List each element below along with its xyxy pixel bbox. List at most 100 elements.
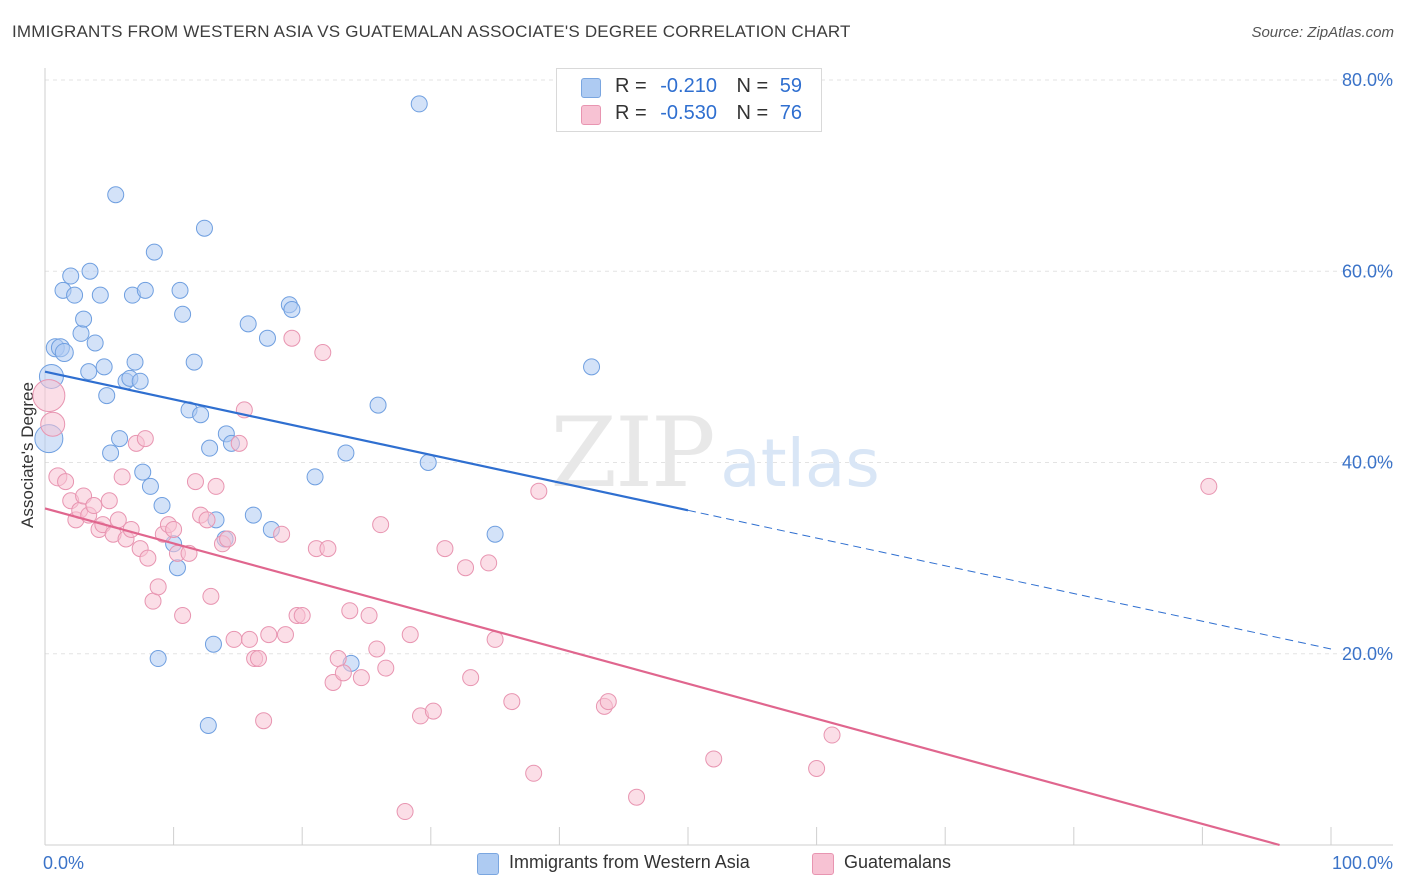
data-point [337, 444, 355, 462]
data-point [368, 640, 386, 658]
data-point [139, 549, 157, 567]
r-label: R = [615, 75, 647, 97]
data-point [75, 310, 93, 328]
data-point [207, 477, 225, 495]
data-point [457, 559, 475, 577]
data-point [486, 630, 504, 648]
data-point [204, 635, 222, 653]
data-point [239, 315, 257, 333]
data-point [40, 411, 66, 437]
data-point [111, 430, 129, 448]
data-point [174, 305, 192, 323]
data-point [66, 286, 84, 304]
data-point [32, 379, 66, 413]
stats-box: R = -0.210 N = 59 R = -0.530 N = 76 [556, 68, 822, 132]
x-tick-label: 0.0% [43, 853, 84, 873]
data-point [283, 301, 301, 318]
data-point [202, 587, 220, 605]
data-point [174, 607, 192, 624]
data-point [186, 473, 204, 491]
data-point [136, 430, 154, 448]
data-point [185, 353, 203, 371]
data-point [823, 726, 841, 744]
watermark: ZIP atlas [550, 397, 879, 509]
trend-line [44, 370, 689, 512]
data-point [255, 712, 273, 730]
data-point [113, 468, 131, 486]
trend-line-extrapolated [687, 509, 1332, 650]
data-point [244, 506, 262, 524]
data-point [149, 578, 167, 596]
data-point [100, 492, 118, 510]
chart-title: IMMIGRANTS FROM WESTERN ASIA VS GUATEMAL… [12, 22, 851, 41]
data-point [144, 592, 162, 610]
data-point [153, 497, 171, 515]
stats-swatch-guatemalans [581, 105, 601, 125]
n-value: 59 [779, 75, 803, 97]
data-point [401, 626, 419, 644]
data-point [198, 511, 216, 529]
data-point [377, 659, 395, 677]
data-point [334, 664, 352, 682]
data-point [293, 607, 311, 624]
legend-swatch-western-asia [477, 853, 499, 875]
y-tick-label: 40.0% [1342, 453, 1393, 473]
data-point [192, 406, 210, 424]
data-point [583, 358, 601, 376]
trend-lines [44, 370, 1332, 847]
data-point [95, 358, 113, 376]
r-label: R = [615, 102, 647, 124]
data-point [306, 468, 324, 486]
y-tick-label: 80.0% [1342, 70, 1393, 90]
data-point [341, 602, 359, 620]
chart-source: Source: ZipAtlas.com [1251, 24, 1394, 41]
data-point [136, 281, 154, 299]
data-point [258, 329, 276, 347]
data-point [628, 788, 646, 806]
data-point [410, 95, 428, 113]
data-point [372, 516, 390, 534]
data-point [240, 630, 258, 648]
data-point [62, 267, 80, 285]
watermark-atlas: atlas [720, 425, 880, 502]
series-guatemalans [32, 329, 1218, 821]
data-point [530, 482, 548, 500]
legend-label: Guatemalans [844, 852, 952, 872]
r-value: -0.210 [660, 75, 717, 97]
data-point [199, 716, 217, 734]
data-point [91, 286, 109, 304]
data-point [705, 750, 723, 768]
n-label: N = [736, 102, 769, 124]
data-point [808, 760, 826, 777]
data-point [273, 525, 291, 543]
data-point [230, 434, 248, 452]
data-point [396, 803, 414, 821]
data-point [80, 363, 98, 381]
data-point [219, 530, 237, 548]
y-tick-label: 60.0% [1342, 261, 1393, 281]
data-point [131, 372, 149, 390]
data-point [424, 702, 442, 720]
data-point [57, 473, 75, 491]
data-point [1200, 477, 1218, 495]
trend-line [44, 507, 1280, 847]
data-point [319, 540, 337, 558]
data-point [599, 693, 617, 711]
data-point [98, 387, 116, 405]
grid-lines [45, 79, 1393, 655]
data-point [145, 243, 163, 261]
data-point [54, 343, 74, 363]
data-point [225, 630, 243, 648]
y-tick-label: 20.0% [1342, 644, 1393, 664]
data-point [419, 454, 437, 471]
data-point [85, 497, 103, 515]
watermark-zip: ZIP [550, 397, 713, 509]
data-point [360, 607, 378, 624]
data-point [81, 262, 99, 280]
data-point [486, 525, 504, 543]
data-point [352, 669, 370, 687]
data-point [480, 554, 498, 572]
data-point [126, 353, 144, 371]
data-point [141, 477, 159, 495]
